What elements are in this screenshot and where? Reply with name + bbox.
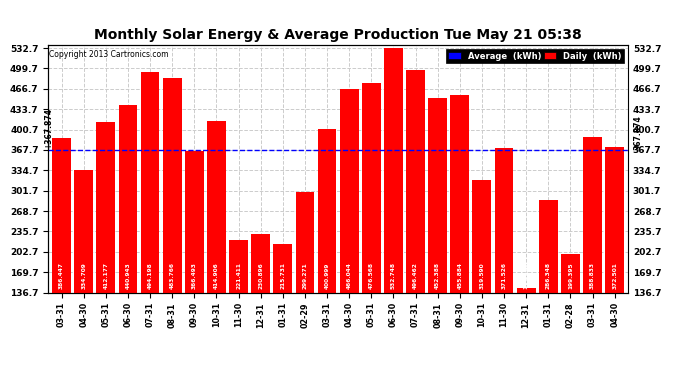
- Text: 412.177: 412.177: [104, 262, 108, 290]
- Bar: [539, 200, 558, 292]
- Text: 483.766: 483.766: [170, 262, 175, 290]
- Text: 466.044: 466.044: [346, 262, 352, 290]
- Text: 455.884: 455.884: [457, 262, 462, 290]
- Text: 367.874: 367.874: [633, 115, 642, 150]
- Text: 452.388: 452.388: [435, 262, 440, 290]
- Bar: [384, 48, 403, 292]
- Bar: [561, 254, 580, 292]
- Bar: [451, 96, 469, 292]
- Bar: [317, 129, 337, 292]
- Bar: [119, 105, 137, 292]
- Text: 199.395: 199.395: [568, 263, 573, 290]
- Title: Monthly Solar Energy & Average Production Tue May 21 05:38: Monthly Solar Energy & Average Productio…: [95, 28, 582, 42]
- Text: 230.896: 230.896: [258, 262, 263, 290]
- Text: 388.833: 388.833: [590, 262, 595, 290]
- Text: 371.526: 371.526: [502, 262, 506, 290]
- Text: 144.501: 144.501: [524, 262, 529, 290]
- Bar: [473, 180, 491, 292]
- Bar: [428, 98, 447, 292]
- Text: 319.590: 319.590: [480, 263, 484, 290]
- Bar: [406, 70, 425, 292]
- Bar: [339, 89, 359, 292]
- Text: 366.493: 366.493: [192, 262, 197, 290]
- Bar: [75, 170, 93, 292]
- Text: 494.198: 494.198: [148, 262, 152, 290]
- Text: 215.731: 215.731: [280, 262, 285, 290]
- Text: 286.348: 286.348: [546, 262, 551, 290]
- Text: 299.271: 299.271: [302, 262, 308, 290]
- Text: 440.943: 440.943: [126, 262, 130, 290]
- Bar: [362, 83, 381, 292]
- Bar: [97, 123, 115, 292]
- Text: 372.501: 372.501: [612, 262, 617, 290]
- Bar: [185, 151, 204, 292]
- Text: 334.709: 334.709: [81, 262, 86, 290]
- Text: 476.568: 476.568: [368, 262, 374, 290]
- Bar: [141, 72, 159, 292]
- Bar: [52, 138, 71, 292]
- Text: 414.906: 414.906: [214, 262, 219, 290]
- Text: 400.999: 400.999: [324, 263, 330, 290]
- Bar: [517, 288, 535, 292]
- Bar: [229, 240, 248, 292]
- Legend: Average  (kWh), Daily  (kWh): Average (kWh), Daily (kWh): [446, 49, 624, 63]
- Bar: [163, 78, 181, 292]
- Text: 496.462: 496.462: [413, 262, 418, 290]
- Text: 221.411: 221.411: [236, 262, 241, 290]
- Bar: [495, 148, 513, 292]
- Text: +367.874: +367.874: [44, 108, 53, 149]
- Bar: [295, 192, 315, 292]
- Bar: [605, 147, 624, 292]
- Bar: [207, 121, 226, 292]
- Bar: [583, 137, 602, 292]
- Bar: [273, 244, 292, 292]
- Text: 386.447: 386.447: [59, 262, 64, 290]
- Bar: [251, 234, 270, 292]
- Text: Copyright 2013 Cartronics.com: Copyright 2013 Cartronics.com: [50, 50, 169, 59]
- Text: 532.748: 532.748: [391, 262, 396, 290]
